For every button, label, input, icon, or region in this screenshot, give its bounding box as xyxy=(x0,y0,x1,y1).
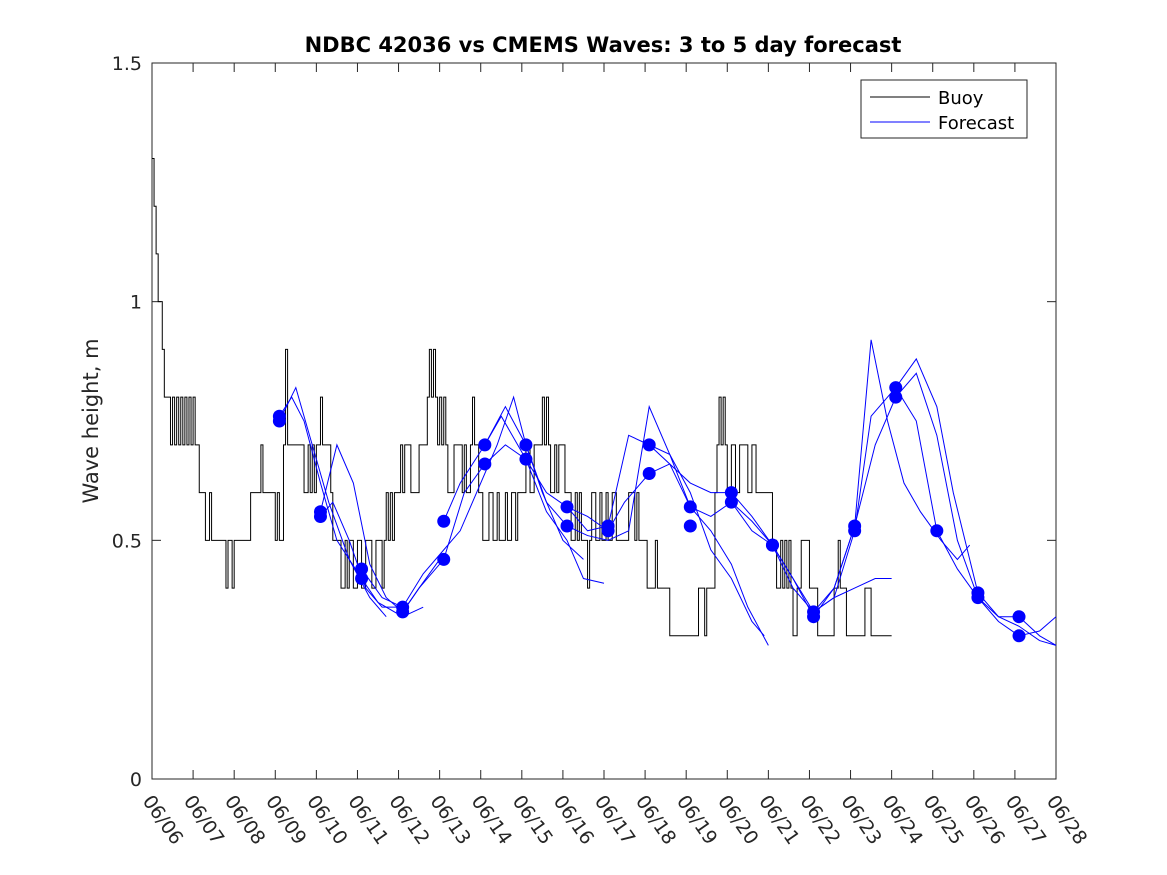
x-tick-label: 06/11 xyxy=(343,791,392,848)
forecast-start-marker xyxy=(1012,629,1026,643)
x-tick-label: 06/23 xyxy=(836,791,885,848)
forecast-series-line xyxy=(648,339,971,618)
forecast-start-marker xyxy=(355,572,369,586)
forecast-series-line xyxy=(320,501,399,608)
x-tick-label: 06/25 xyxy=(919,791,968,848)
y-tick-label: 1 xyxy=(130,292,142,314)
x-tick-label: 06/06 xyxy=(138,791,187,848)
forecast-start-marker xyxy=(478,457,492,471)
x-tick-label: 06/22 xyxy=(795,791,844,848)
forecast-series-line xyxy=(566,463,892,613)
x-tick-label: 06/10 xyxy=(302,791,351,848)
x-tick-label: 06/19 xyxy=(672,791,721,848)
plot-area: 00.511.506/0606/0706/0806/0906/1006/1106… xyxy=(112,53,1092,849)
forecast-start-marker xyxy=(437,514,451,528)
y-axis-label: Wave height, m xyxy=(79,338,103,503)
x-tick-label: 06/07 xyxy=(179,791,228,848)
forecast-start-marker xyxy=(889,381,903,395)
x-tick-label: 06/12 xyxy=(384,791,433,848)
chart-title: NDBC 42036 vs CMEMS Waves: 3 to 5 day fo… xyxy=(305,33,902,57)
x-tick-label: 06/26 xyxy=(960,791,1009,848)
forecast-series-line xyxy=(813,372,1057,637)
y-tick-label: 1.5 xyxy=(112,53,142,75)
forecast-start-marker xyxy=(642,467,656,481)
forecast-start-marker xyxy=(724,495,738,509)
forecast-start-marker xyxy=(519,438,533,452)
forecast-start-marker xyxy=(272,414,286,428)
x-tick-label: 06/15 xyxy=(508,791,557,848)
forecast-start-marker xyxy=(355,562,369,576)
legend: Buoy Forecast xyxy=(860,79,1028,139)
x-tick-label: 06/24 xyxy=(878,791,927,848)
x-tick-label: 06/18 xyxy=(631,791,680,848)
forecast-start-marker xyxy=(560,519,574,533)
x-tick-label: 06/08 xyxy=(220,791,269,848)
forecast-series-line xyxy=(402,444,605,613)
forecast-start-marker xyxy=(683,519,697,533)
forecast-series-line xyxy=(443,404,769,646)
x-tick-label: 06/20 xyxy=(713,791,762,848)
x-tick-label: 06/16 xyxy=(549,791,598,848)
legend-buoy-label: Buoy xyxy=(938,88,984,109)
legend-forecast-label: Forecast xyxy=(938,113,1014,134)
x-tick-label: 06/27 xyxy=(1001,791,1050,848)
legend-box xyxy=(860,79,1028,139)
forecast-series-line xyxy=(895,387,1057,646)
forecast-start-marker xyxy=(313,509,327,523)
forecast-start-marker xyxy=(807,610,821,624)
y-tick-label: 0.5 xyxy=(112,530,142,552)
forecast-start-marker xyxy=(765,538,779,552)
forecast-start-marker xyxy=(971,591,985,605)
forecast-start-marker xyxy=(889,390,903,404)
x-tick-label: 06/14 xyxy=(467,791,516,848)
forecast-start-marker xyxy=(930,524,944,538)
forecast-start-marker xyxy=(519,452,533,466)
x-tick-label: 06/17 xyxy=(590,791,639,848)
forecast-start-marker xyxy=(560,500,574,514)
buoy-series-line xyxy=(152,157,892,637)
x-tick-label: 06/13 xyxy=(426,791,475,848)
forecast-start-marker xyxy=(724,486,738,500)
forecast-start-marker xyxy=(683,500,697,514)
forecast-start-marker xyxy=(478,438,492,452)
forecast-start-marker xyxy=(1012,610,1026,624)
forecast-start-marker xyxy=(601,524,615,538)
forecast-start-marker xyxy=(848,524,862,538)
x-tick-label: 06/09 xyxy=(261,791,310,848)
y-tick-label: 0 xyxy=(130,769,142,791)
x-tick-label: 06/21 xyxy=(754,791,803,848)
forecast-series-line xyxy=(278,396,424,618)
forecast-start-marker xyxy=(396,605,410,619)
forecast-series-line xyxy=(484,415,765,637)
forecast-start-marker xyxy=(437,552,451,566)
forecast-start-marker xyxy=(642,438,656,452)
x-tick-label: 06/28 xyxy=(1042,791,1091,848)
forecast-series-line xyxy=(278,386,387,618)
